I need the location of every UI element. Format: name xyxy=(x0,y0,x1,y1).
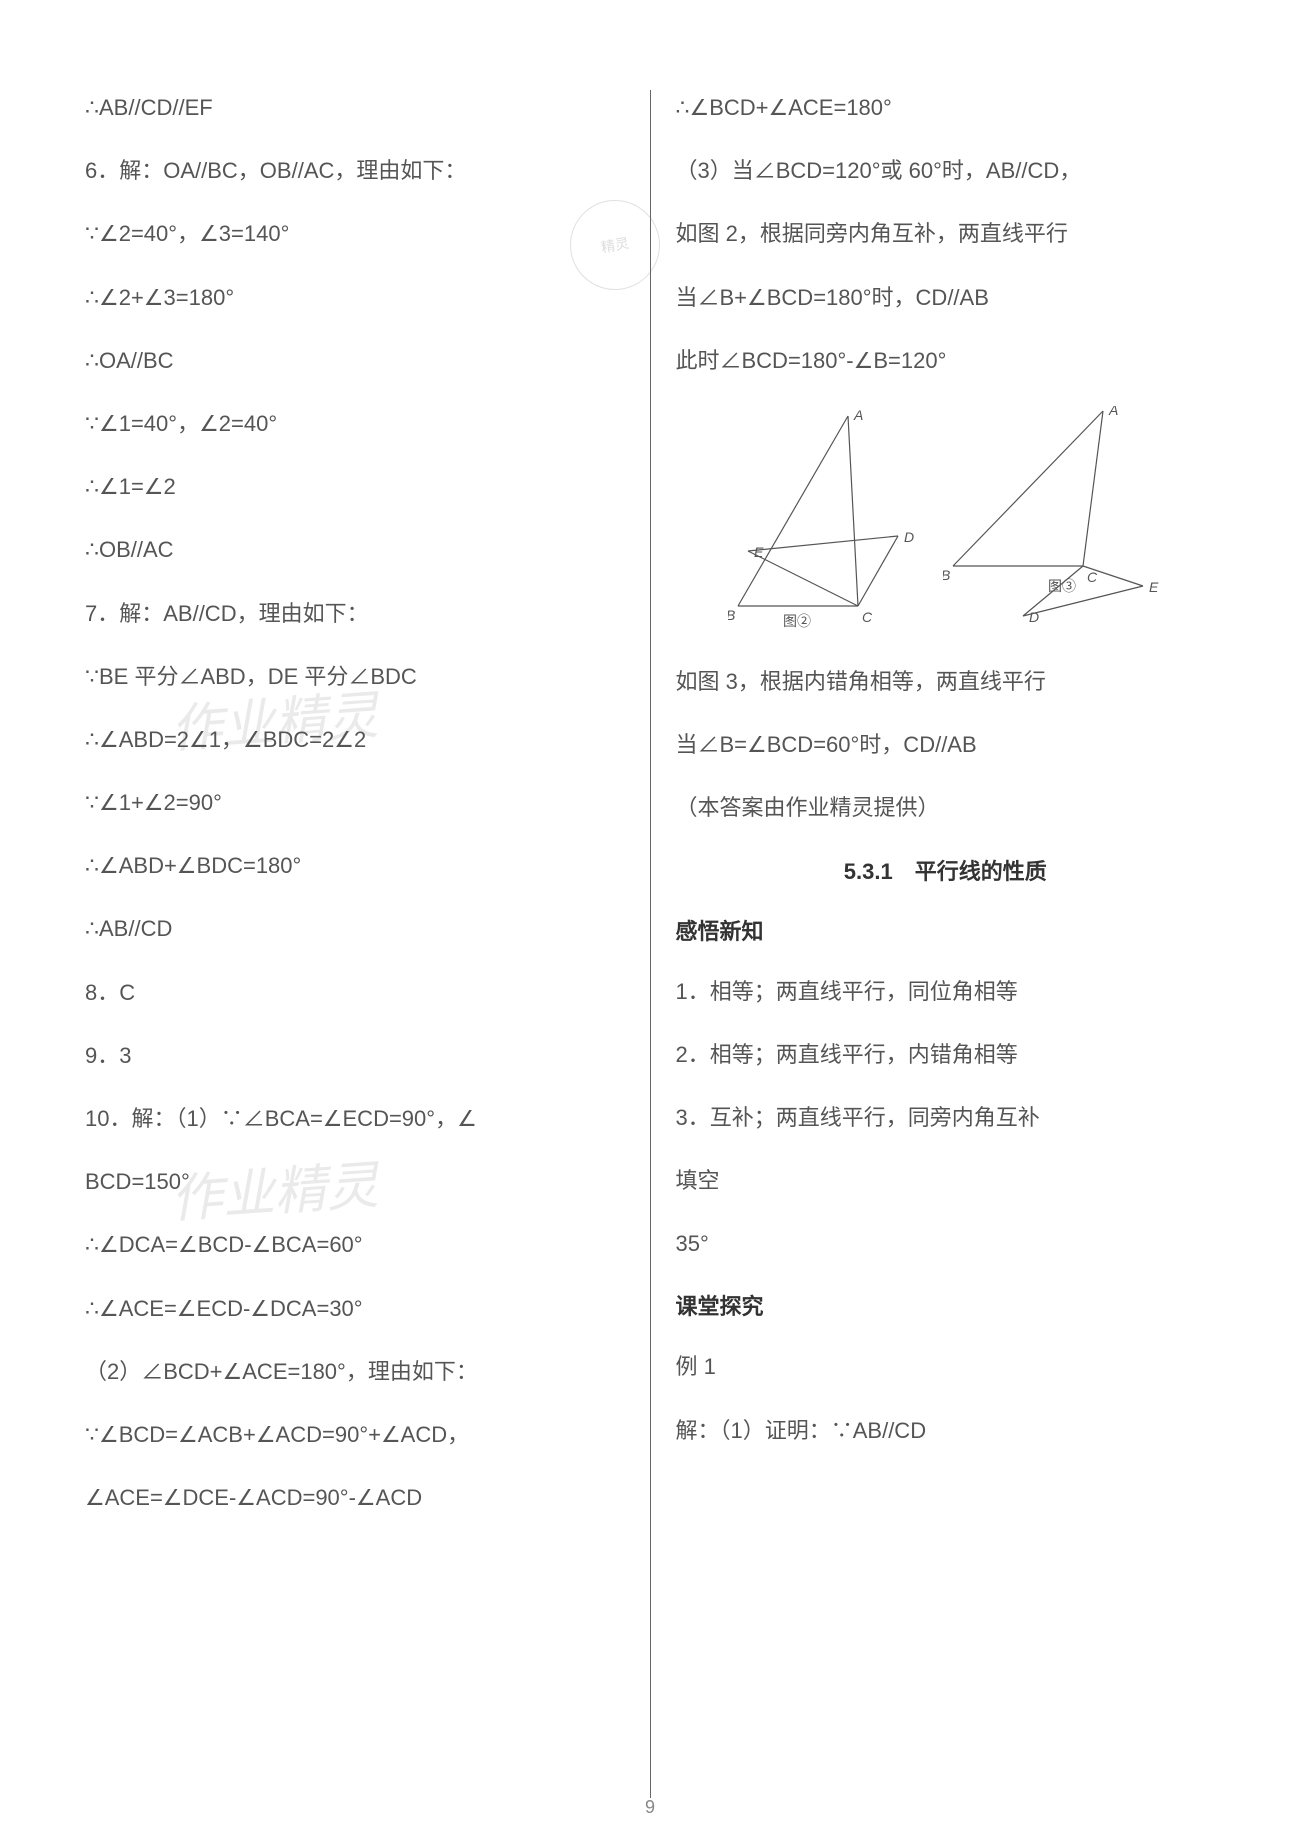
text-line: 填空 xyxy=(676,1163,1216,1198)
sub-heading: 课堂探究 xyxy=(676,1289,1216,1321)
text-line: 例 1 xyxy=(676,1349,1216,1384)
svg-text:D: D xyxy=(904,529,914,545)
svg-text:A: A xyxy=(1108,406,1118,418)
text-line: ∴∠ABD+∠BDC=180° xyxy=(85,848,625,883)
left-column: ∴AB//CD//EF 6．解：OA//BC，OB//AC，理由如下： ∵∠2=… xyxy=(60,90,651,1798)
text-line: 8．C xyxy=(85,975,625,1010)
right-column: ∴∠BCD+∠ACE=180° （3）当∠BCD=120°或 60°时，AB//… xyxy=(651,90,1241,1798)
text-line: ∵BE 平分∠ABD，DE 平分∠BDC xyxy=(85,659,625,694)
svg-text:E: E xyxy=(754,544,764,560)
text-line: （本答案由作业精灵提供） xyxy=(676,790,1216,825)
text-line: ∴∠2+∠3=180° xyxy=(85,280,625,315)
sub-heading: 感悟新知 xyxy=(676,914,1216,946)
text-line: ∴∠1=∠2 xyxy=(85,469,625,504)
page-number: 9 xyxy=(645,1797,655,1818)
text-line: ∴∠BCD+∠ACE=180° xyxy=(676,90,1216,125)
text-line: ∠ACE=∠DCE-∠ACD=90°-∠ACD xyxy=(85,1480,625,1515)
svg-text:B: B xyxy=(728,607,735,623)
text-line: ∵∠2=40°，∠3=140° xyxy=(85,216,625,251)
text-line: ∴OA//BC xyxy=(85,343,625,378)
text-line: 6．解：OA//BC，OB//AC，理由如下： xyxy=(85,153,625,188)
figure-3-svg: A B C D E 图③ xyxy=(943,406,1163,636)
text-line: ∴∠DCA=∠BCD-∠BCA=60° xyxy=(85,1227,625,1262)
svg-text:B: B xyxy=(943,567,950,583)
geometry-figures: A B C D E 图② A B C D E 图③ xyxy=(676,406,1216,636)
text-line: 当∠B+∠BCD=180°时，CD//AB xyxy=(676,280,1216,315)
text-line: 2．相等；两直线平行，内错角相等 xyxy=(676,1037,1216,1072)
text-line: ∵∠BCD=∠ACB+∠ACD=90°+∠ACD， xyxy=(85,1417,625,1452)
text-line: 7．解：AB//CD，理由如下： xyxy=(85,596,625,631)
text-line: （2）∠BCD+∠ACE=180°，理由如下： xyxy=(85,1354,625,1389)
text-line: ∴∠ACE=∠ECD-∠DCA=30° xyxy=(85,1291,625,1326)
text-line: （3）当∠BCD=120°或 60°时，AB//CD， xyxy=(676,153,1216,188)
text-line: 10．解：（1）∵∠BCA=∠ECD=90°，∠ xyxy=(85,1101,625,1136)
svg-text:图②: 图② xyxy=(783,613,811,629)
text-line: 此时∠BCD=180°-∠B=120° xyxy=(676,343,1216,378)
text-line: 当∠B=∠BCD=60°时，CD//AB xyxy=(676,727,1216,762)
figure-2-svg: A B C D E 图② xyxy=(728,406,928,636)
text-line: ∴OB//AC xyxy=(85,532,625,567)
text-line: 1．相等；两直线平行，同位角相等 xyxy=(676,974,1216,1009)
text-line: ∵∠1+∠2=90° xyxy=(85,785,625,820)
text-line: ∴AB//CD//EF xyxy=(85,90,625,125)
text-line: BCD=150° xyxy=(85,1164,625,1199)
text-line: 解：（1）证明：∵AB//CD xyxy=(676,1413,1216,1448)
text-line: 如图 3，根据内错角相等，两直线平行 xyxy=(676,664,1216,699)
text-line: ∴AB//CD xyxy=(85,911,625,946)
text-line: ∴∠ABD=2∠1，∠BDC=2∠2 xyxy=(85,722,625,757)
text-line: 如图 2，根据同旁内角互补，两直线平行 xyxy=(676,216,1216,251)
svg-text:D: D xyxy=(1029,609,1039,625)
svg-text:A: A xyxy=(853,407,863,423)
svg-text:E: E xyxy=(1149,579,1159,595)
page-container: ∴AB//CD//EF 6．解：OA//BC，OB//AC，理由如下： ∵∠2=… xyxy=(60,90,1240,1798)
svg-text:图③: 图③ xyxy=(1048,578,1076,594)
text-line: ∵∠1=40°，∠2=40° xyxy=(85,406,625,441)
text-line: 9．3 xyxy=(85,1038,625,1073)
text-line: 3．互补；两直线平行，同旁内角互补 xyxy=(676,1100,1216,1135)
text-line: 35° xyxy=(676,1226,1216,1261)
svg-text:C: C xyxy=(862,609,873,625)
svg-text:C: C xyxy=(1087,569,1098,585)
section-title: 5.3.1 平行线的性质 xyxy=(676,854,1216,886)
